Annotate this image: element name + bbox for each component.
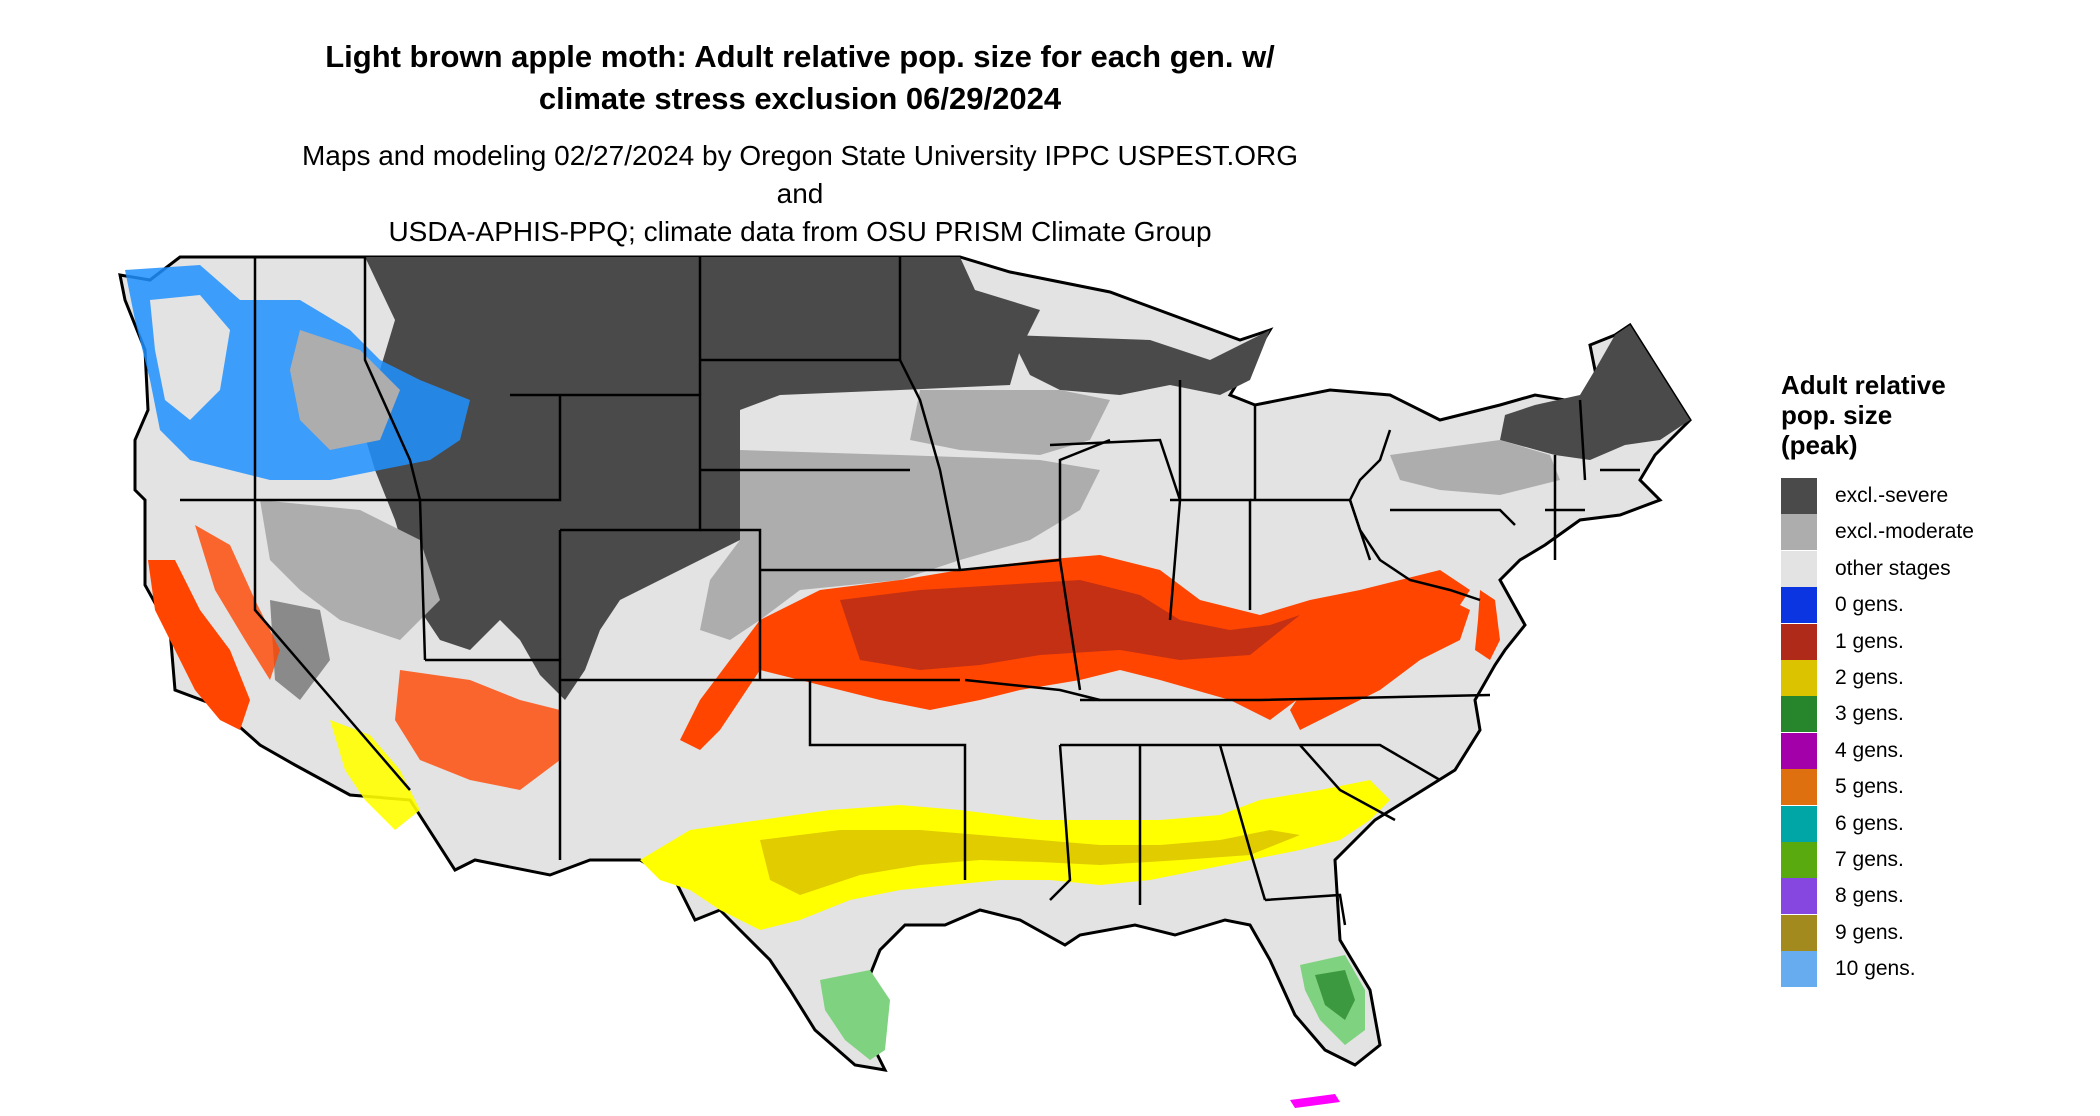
region-moderate-plains xyxy=(700,450,1100,640)
region-moderate-nevada xyxy=(270,600,330,700)
legend-item: 0 gens. xyxy=(1781,587,2081,624)
legend-item: 5 gens. xyxy=(1781,769,2081,806)
legend-swatch xyxy=(1781,659,1817,696)
legend-label: excl.-moderate xyxy=(1835,520,1974,544)
legend-item: 8 gens. xyxy=(1781,878,2081,915)
legend-item: 9 gens. xyxy=(1781,914,2081,951)
region-two-gens-arizona xyxy=(330,720,420,830)
legend-swatch xyxy=(1781,550,1817,587)
legend-label: 4 gens. xyxy=(1835,738,1904,762)
legend-label: 5 gens. xyxy=(1835,775,1904,799)
legend-label: 9 gens. xyxy=(1835,920,1904,944)
legend-swatch xyxy=(1781,732,1817,769)
legend-label: 6 gens. xyxy=(1835,811,1904,835)
region-zero-gens-pnw-inner xyxy=(150,295,230,420)
legend-label: 3 gens. xyxy=(1835,702,1904,726)
region-moderate-great-basin xyxy=(260,500,440,640)
legend-label: 1 gens. xyxy=(1835,629,1904,653)
map-subtitle: Maps and modeling 02/27/2024 by Oregon S… xyxy=(300,137,1300,251)
region-one-gen-delmarva xyxy=(1475,590,1500,660)
map-title: Light brown apple moth: Adult relative p… xyxy=(300,36,1300,120)
region-two-gens-core xyxy=(760,830,1300,895)
legend-label: 8 gens. xyxy=(1835,884,1904,908)
legend-label: 10 gens. xyxy=(1835,957,1916,981)
region-severe-newengland xyxy=(1500,325,1690,460)
legend-swatch xyxy=(1781,623,1817,660)
legend-item: 2 gens. xyxy=(1781,659,2081,696)
map-subtitle-line-2: USDA-APHIS-PPQ; climate data from OSU PR… xyxy=(388,216,1212,247)
legend-label: 7 gens. xyxy=(1835,847,1904,871)
legend-label: 2 gens. xyxy=(1835,665,1904,689)
region-three-gens-florida-core xyxy=(1315,970,1355,1020)
legend-item: 6 gens. xyxy=(1781,805,2081,842)
legend-items: excl.-severe excl.-moderate other stages 0 … xyxy=(1781,478,2081,988)
region-severe-michigan xyxy=(1010,330,1270,395)
region-one-gen-southwest xyxy=(395,670,560,790)
map-subtitle-line-1: Maps and modeling 02/27/2024 by Oregon S… xyxy=(301,140,1299,209)
legend-swatch xyxy=(1781,696,1817,733)
legend-swatch xyxy=(1781,478,1817,514)
legend-title-line-1: Adult relative xyxy=(1781,370,1946,400)
legend-title-line-3: (peak) xyxy=(1781,430,1858,460)
legend-item: 4 gens. xyxy=(1781,732,2081,769)
legend-swatch xyxy=(1781,914,1817,951)
map-title-line-1: Light brown apple moth: Adult relative p… xyxy=(325,39,1275,74)
legend-item: 3 gens. xyxy=(1781,696,2081,733)
legend-item: excl.-severe xyxy=(1781,478,2081,514)
legend-swatch xyxy=(1781,951,1817,988)
state-borders xyxy=(180,257,1640,926)
legend-label: other stages xyxy=(1835,556,1951,580)
legend-item: other stages xyxy=(1781,550,2081,587)
region-moderate-upper-midwest xyxy=(910,390,1110,455)
legend-item: 10 gens. xyxy=(1781,951,2081,988)
legend-label: 0 gens. xyxy=(1835,593,1904,617)
legend-swatch xyxy=(1781,514,1817,551)
region-zero-gens-idaho-inner xyxy=(290,330,400,450)
region-four-gens-keys xyxy=(1290,1094,1340,1108)
legend-item: excl.-moderate xyxy=(1781,514,2081,551)
region-three-gens-texas xyxy=(820,970,890,1060)
region-one-gen-california-sierra xyxy=(195,525,280,680)
region-moderate-northeast xyxy=(1390,440,1560,495)
legend-item: 7 gens. xyxy=(1781,841,2081,878)
legend-title: Adult relative pop. size (peak) xyxy=(1781,370,2081,460)
legend-swatch xyxy=(1781,878,1817,915)
legend: Adult relative pop. size (peak) excl.-se… xyxy=(1781,370,2081,988)
legend-swatch xyxy=(1781,769,1817,806)
legend-title-line-2: pop. size xyxy=(1781,400,1893,430)
legend-label: excl.-severe xyxy=(1835,484,1949,507)
legend-swatch xyxy=(1781,805,1817,842)
map-title-line-2: climate stress exclusion 06/29/2024 xyxy=(538,81,1062,116)
legend-item: 1 gens. xyxy=(1781,623,2081,660)
legend-swatch xyxy=(1781,587,1817,624)
legend-swatch xyxy=(1781,841,1817,878)
region-one-gen-california xyxy=(148,560,250,730)
